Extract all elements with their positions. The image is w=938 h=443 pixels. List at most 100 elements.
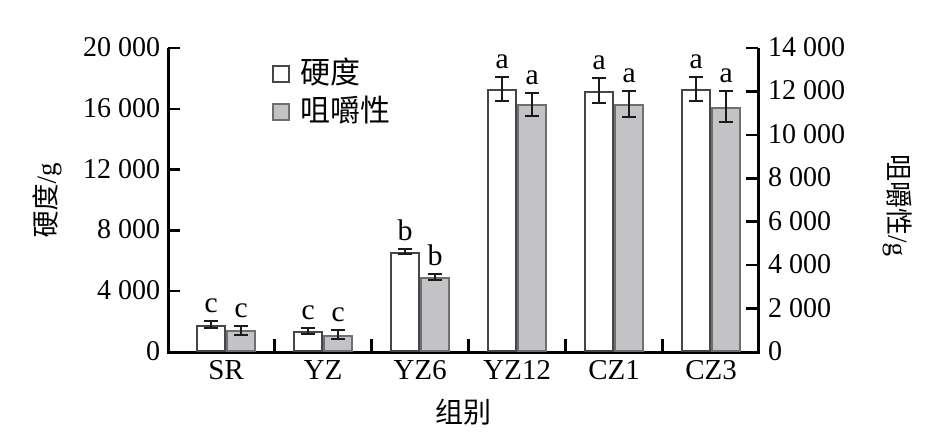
error-bar-cap [204,327,218,330]
legend-item-chewiness: 咀嚼性 [272,93,390,131]
x-axis-tick [564,339,567,352]
left-tick-label: 0 [146,336,160,367]
right-axis-tick [746,90,758,93]
error-bar-YZ6 [434,273,436,281]
left-tick-label: 12 000 [83,153,160,185]
left-tick-label: 8 000 [97,214,160,246]
error-bar-cap [592,101,606,104]
error-bar-cap [622,90,636,93]
significance-letter: a [525,57,539,91]
error-bar-cap [301,332,315,335]
legend-label-chewiness: 咀嚼性 [300,95,390,128]
error-bar-cap [525,91,539,94]
significance-letter: a [622,56,636,90]
x-axis-tick [273,339,276,352]
right-axis-tick [746,46,758,50]
x-category-label-CZ3: CZ3 [685,354,737,386]
hardness-bar-CZ1 [584,90,614,352]
hardness-bar-YZ12 [487,89,517,352]
significance-letter: c [234,290,248,324]
significance-letter: a [689,41,703,75]
error-bar-cap [331,329,345,332]
error-bar-YZ12 [501,76,503,102]
right-axis-line [756,48,760,354]
x-category-label-YZ6: YZ6 [393,354,447,386]
significance-letter: b [427,238,443,272]
right-tick-label: 2 000 [768,292,831,324]
right-tick-label: 10 000 [768,118,845,150]
right-axis-tick [746,177,758,180]
error-bar-cap [495,75,509,78]
left-tick-label: 16 000 [83,92,160,124]
right-axis-title: 咀嚼性/g [882,153,913,257]
error-bar-cap [592,77,606,80]
x-category-label-CZ1: CZ1 [588,354,640,386]
bottom-axis-line [166,350,760,354]
error-bar-cap [301,326,315,329]
error-bar-SR [210,320,212,329]
x-axis-tick [661,339,664,352]
significance-letter: c [301,292,315,326]
right-axis-tick [746,220,758,223]
error-bar-cap [428,272,442,275]
significance-letter: b [397,214,413,248]
error-bar-cap [398,248,412,251]
chewiness-bar-YZ12 [517,104,547,352]
chewiness-bar-CZ3 [711,106,741,352]
x-category-label-SR: SR [208,354,244,386]
legend-item-hardness: 硬度 [272,55,390,93]
error-bar-YZ6 [404,249,406,254]
right-axis-tick [746,263,758,267]
x-axis-tick [467,339,470,352]
left-axis-tick [168,107,180,111]
right-tick-label: 4 000 [768,249,831,281]
significance-letter: a [592,43,606,77]
hardness-swatch-icon [272,65,290,83]
significance-letter: c [204,285,218,319]
error-bar-SR [240,325,242,335]
significance-letter: c [331,295,345,329]
hardness-bar-YZ6 [390,251,420,352]
hardness-bar-CZ3 [681,89,711,352]
right-tick-label: 0 [768,336,782,367]
left-axis-tick [168,46,180,50]
right-tick-label: 8 000 [768,162,831,194]
x-axis-tick [370,339,373,352]
legend-label-hardness: 硬度 [300,57,360,90]
error-bar-cap [204,319,218,322]
left-axis-tick [168,168,180,171]
right-tick-label: 14 000 [768,32,845,63]
chewiness-swatch-icon [272,103,290,121]
significance-letter: a [719,56,733,90]
error-bar-cap [234,324,248,327]
error-bar-CZ1 [628,91,630,118]
left-axis-line [166,48,170,354]
right-tick-label: 6 000 [768,205,831,237]
right-axis-tick [746,307,758,310]
error-bar-cap [234,333,248,336]
error-bar-CZ3 [725,91,727,122]
error-bar-cap [689,75,703,78]
chewiness-bar-YZ6 [420,277,450,352]
left-tick-label: 4 000 [97,275,160,307]
error-bar-CZ1 [598,78,600,103]
error-bar-YZ [337,330,339,339]
legend: 硬度 咀嚼性 [272,55,390,131]
error-bar-YZ12 [531,92,533,117]
left-axis-tick [168,229,180,232]
right-tick-label: 12 000 [768,75,845,107]
error-bar-cap [331,337,345,340]
right-axis-tick [746,133,758,137]
error-bar-cap [689,100,703,103]
error-bar-cap [622,116,636,119]
error-bar-cap [495,100,509,103]
x-category-label-YZ12: YZ12 [483,354,551,386]
significance-letter: a [495,41,509,75]
error-bar-cap [719,90,733,93]
chewiness-bar-CZ1 [614,104,644,352]
left-axis-tick [168,289,180,293]
error-bar-cap [525,115,539,118]
error-bar-YZ [307,327,309,334]
left-tick-label: 20 000 [83,32,160,63]
error-bar-cap [428,279,442,282]
